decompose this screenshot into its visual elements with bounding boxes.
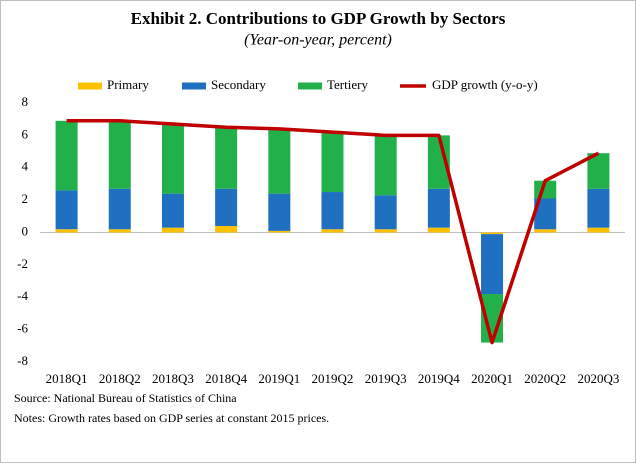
bar bbox=[587, 153, 610, 189]
x-tick-label: 2019Q1 bbox=[258, 371, 300, 386]
source-note: Source: National Bureau of Statistics of… bbox=[14, 391, 237, 405]
y-tick-label: 4 bbox=[22, 159, 29, 174]
x-tick-label: 2020Q1 bbox=[471, 371, 513, 386]
x-tick-label: 2018Q1 bbox=[46, 371, 88, 386]
bar bbox=[108, 229, 131, 233]
y-tick-label: -6 bbox=[17, 321, 28, 336]
x-tick-label: 2020Q2 bbox=[524, 371, 566, 386]
bar bbox=[587, 188, 610, 228]
bar bbox=[268, 193, 291, 231]
x-tick-label: 2019Q4 bbox=[418, 371, 460, 386]
bar bbox=[215, 127, 238, 189]
bar bbox=[481, 234, 504, 295]
bar bbox=[321, 132, 344, 193]
legend-label: Primary bbox=[107, 77, 149, 92]
y-tick-label: 8 bbox=[22, 94, 29, 109]
bar bbox=[161, 193, 184, 228]
x-tick-label: 2019Q3 bbox=[365, 371, 407, 386]
bar bbox=[374, 195, 397, 230]
legend-label: Secondary bbox=[211, 77, 266, 92]
y-tick-label: -4 bbox=[17, 288, 28, 303]
legend-label: GDP growth (y-o-y) bbox=[432, 77, 538, 92]
y-tick-label: 0 bbox=[22, 223, 29, 238]
legend-label: Tertiery bbox=[327, 77, 368, 92]
bar bbox=[268, 128, 291, 194]
line bbox=[66, 119, 600, 345]
bar bbox=[161, 124, 184, 194]
bar bbox=[427, 227, 450, 233]
bar bbox=[215, 188, 238, 227]
bar bbox=[161, 227, 184, 233]
bar bbox=[108, 188, 131, 230]
y-tick-label: -2 bbox=[17, 256, 28, 271]
x-tick-label: 2018Q3 bbox=[152, 371, 194, 386]
chart-subtitle: (Year-on-year, percent) bbox=[244, 32, 392, 49]
legend-swatch bbox=[182, 82, 206, 90]
notes: Notes: Growth rates based on GDP series … bbox=[14, 411, 329, 425]
y-tick-label: 6 bbox=[22, 126, 29, 141]
bar bbox=[481, 232, 504, 235]
chart-title: Exhibit 2. Contributions to GDP Growth b… bbox=[131, 9, 506, 28]
bar bbox=[534, 198, 557, 230]
bar bbox=[55, 190, 78, 230]
legend-swatch bbox=[298, 82, 322, 90]
bar bbox=[55, 229, 78, 233]
bar bbox=[108, 120, 131, 189]
x-tick-label: 2018Q4 bbox=[205, 371, 247, 386]
bar bbox=[268, 230, 291, 233]
x-tick-label: 2020Q3 bbox=[577, 371, 619, 386]
x-tick-label: 2018Q2 bbox=[99, 371, 141, 386]
x-tick-label: 2019Q2 bbox=[312, 371, 354, 386]
bar bbox=[321, 192, 344, 230]
bar bbox=[374, 229, 397, 233]
bar bbox=[321, 229, 344, 233]
bar bbox=[215, 226, 238, 233]
legend-swatch bbox=[78, 82, 102, 90]
bar bbox=[534, 229, 557, 233]
bar bbox=[427, 188, 450, 228]
bar bbox=[55, 120, 78, 191]
bar bbox=[587, 227, 610, 233]
bar bbox=[374, 135, 397, 196]
y-tick-label: 2 bbox=[22, 191, 29, 206]
bar bbox=[427, 135, 450, 189]
y-tick-label: -8 bbox=[17, 353, 28, 368]
